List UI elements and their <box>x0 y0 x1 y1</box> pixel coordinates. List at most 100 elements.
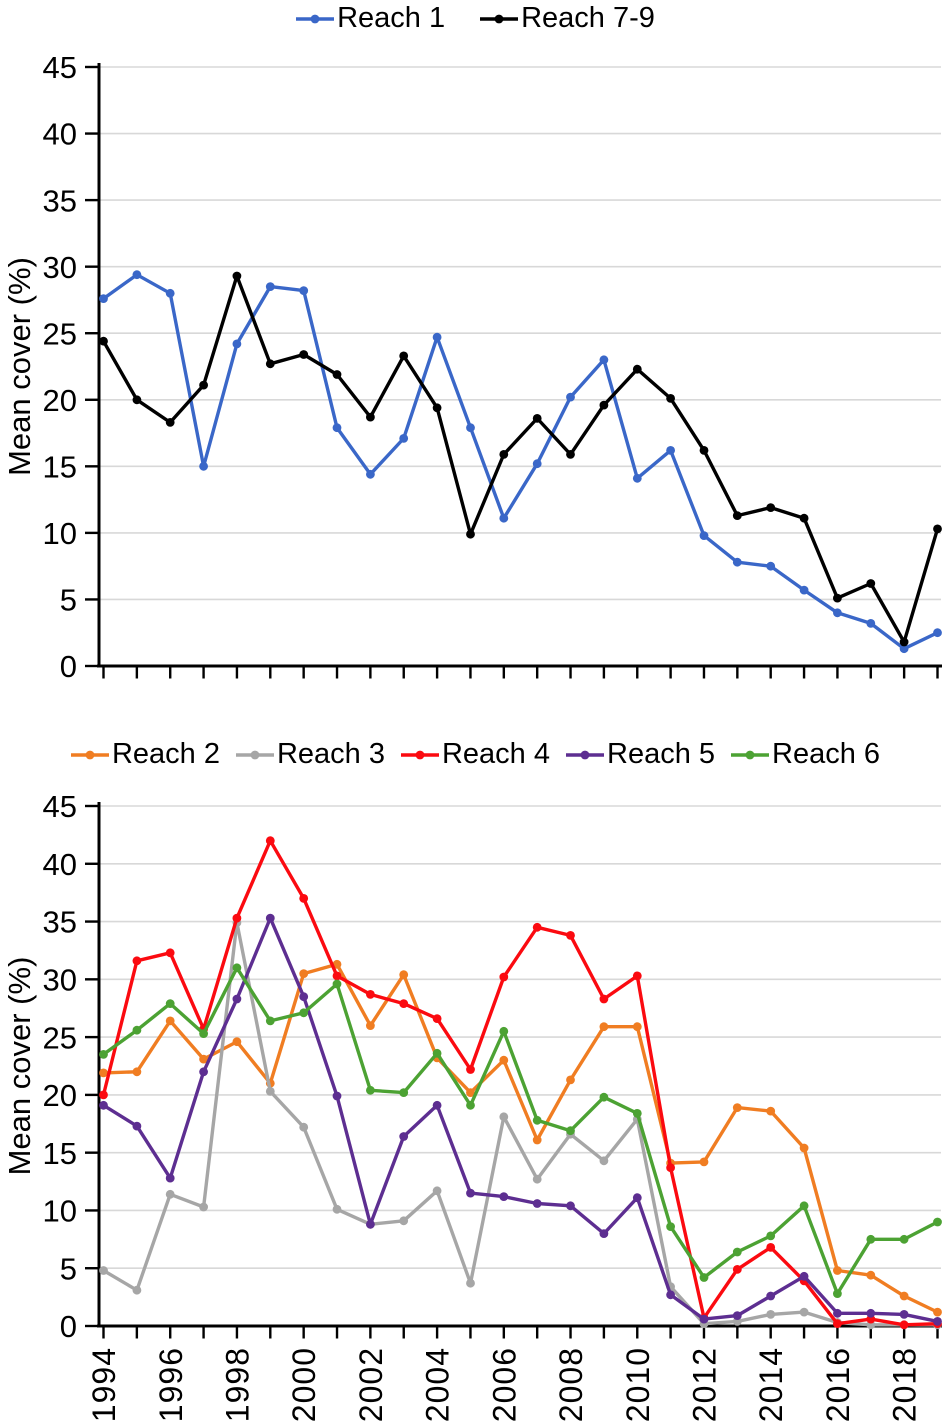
data-point <box>399 999 409 1008</box>
data-point <box>699 1273 709 1282</box>
data-point <box>599 1156 609 1166</box>
data-point <box>299 286 309 295</box>
data-point <box>899 1310 909 1319</box>
data-point <box>366 412 375 422</box>
data-point <box>265 359 275 369</box>
x-tick-label: 2012 <box>687 1347 723 1422</box>
data-point <box>199 1029 209 1038</box>
data-point <box>399 1216 409 1226</box>
y-tick-label: 30 <box>43 962 77 997</box>
data-point <box>99 294 108 303</box>
data-point <box>499 1055 509 1065</box>
data-point <box>632 473 642 483</box>
data-point <box>766 561 776 571</box>
data-point <box>132 1025 142 1035</box>
data-point <box>799 1271 809 1281</box>
series-line-reach-7-9 <box>101 274 940 644</box>
data-point <box>466 1188 475 1198</box>
data-point <box>799 1143 809 1153</box>
x-tick-label: 2006 <box>486 1347 522 1422</box>
x-tick-label: 2016 <box>820 1347 856 1422</box>
series-line-reach-1 <box>101 273 940 651</box>
data-point <box>432 1048 442 1058</box>
data-point <box>933 1317 942 1326</box>
y-tick-label: 20 <box>43 383 77 418</box>
data-point <box>632 364 642 374</box>
data-point <box>466 1278 475 1288</box>
y-tick-label: 40 <box>43 117 77 152</box>
data-point <box>732 1265 742 1274</box>
data-point <box>766 1310 776 1319</box>
data-point <box>599 994 609 1004</box>
data-point <box>833 608 842 618</box>
data-point <box>599 1022 609 1032</box>
data-point <box>165 948 175 958</box>
data-point <box>532 922 542 932</box>
y-tick-label: 25 <box>43 1020 77 1055</box>
data-point <box>232 963 242 973</box>
data-point <box>532 1199 542 1208</box>
y-tick-label: 40 <box>43 847 77 882</box>
data-point <box>933 1217 942 1227</box>
data-point <box>666 446 675 455</box>
data-point <box>165 1016 175 1026</box>
y-tick-label: 35 <box>43 183 77 218</box>
data-point <box>366 990 375 999</box>
data-point <box>399 1132 409 1141</box>
data-point <box>933 1307 942 1317</box>
data-point <box>899 1234 909 1244</box>
data-point <box>532 1115 542 1125</box>
data-point <box>399 1088 409 1097</box>
data-point <box>265 836 275 846</box>
data-point <box>499 972 509 982</box>
data-point <box>566 1201 575 1211</box>
data-point <box>499 450 509 459</box>
data-point <box>332 979 342 989</box>
series-line-reach-5 <box>101 916 940 1324</box>
data-point <box>632 971 642 981</box>
data-point <box>265 913 275 923</box>
data-point <box>265 1087 275 1096</box>
data-point <box>766 1243 776 1252</box>
data-point <box>299 894 309 903</box>
data-point <box>299 350 309 359</box>
data-point <box>299 969 309 978</box>
data-point <box>833 593 842 603</box>
data-point <box>532 414 542 423</box>
data-point <box>399 970 409 980</box>
data-point <box>232 271 242 281</box>
data-point <box>165 999 175 1008</box>
data-point <box>99 1050 108 1059</box>
data-point <box>566 1075 575 1085</box>
y-axis-title: Mean cover (%) <box>2 957 37 1176</box>
data-point <box>99 1068 108 1078</box>
data-point <box>299 1008 309 1018</box>
data-point <box>599 1092 609 1102</box>
data-point <box>799 1307 809 1317</box>
y-tick-label: 45 <box>43 789 77 824</box>
data-point <box>99 1090 108 1100</box>
data-point <box>299 992 309 1002</box>
series-line-reach-6 <box>101 966 940 1296</box>
data-point <box>799 513 809 523</box>
data-point <box>165 288 175 298</box>
x-tick-label: 2008 <box>553 1347 589 1422</box>
data-point <box>866 579 876 588</box>
x-tick-label: 2000 <box>286 1347 322 1422</box>
data-point <box>466 1065 475 1074</box>
data-point <box>232 339 242 349</box>
x-tick-label: 2018 <box>887 1347 923 1422</box>
data-point <box>632 1022 642 1032</box>
data-point <box>332 1204 342 1214</box>
data-point <box>332 1091 342 1101</box>
data-point <box>532 1174 542 1184</box>
data-point <box>566 931 575 940</box>
data-point <box>566 1126 575 1136</box>
data-point <box>866 619 876 628</box>
data-point <box>165 418 175 427</box>
data-point <box>632 1109 642 1118</box>
y-tick-label: 0 <box>60 1309 77 1344</box>
data-point <box>599 1229 609 1238</box>
series-line-reach-2 <box>101 962 940 1314</box>
y-tick-label: 10 <box>43 516 77 551</box>
